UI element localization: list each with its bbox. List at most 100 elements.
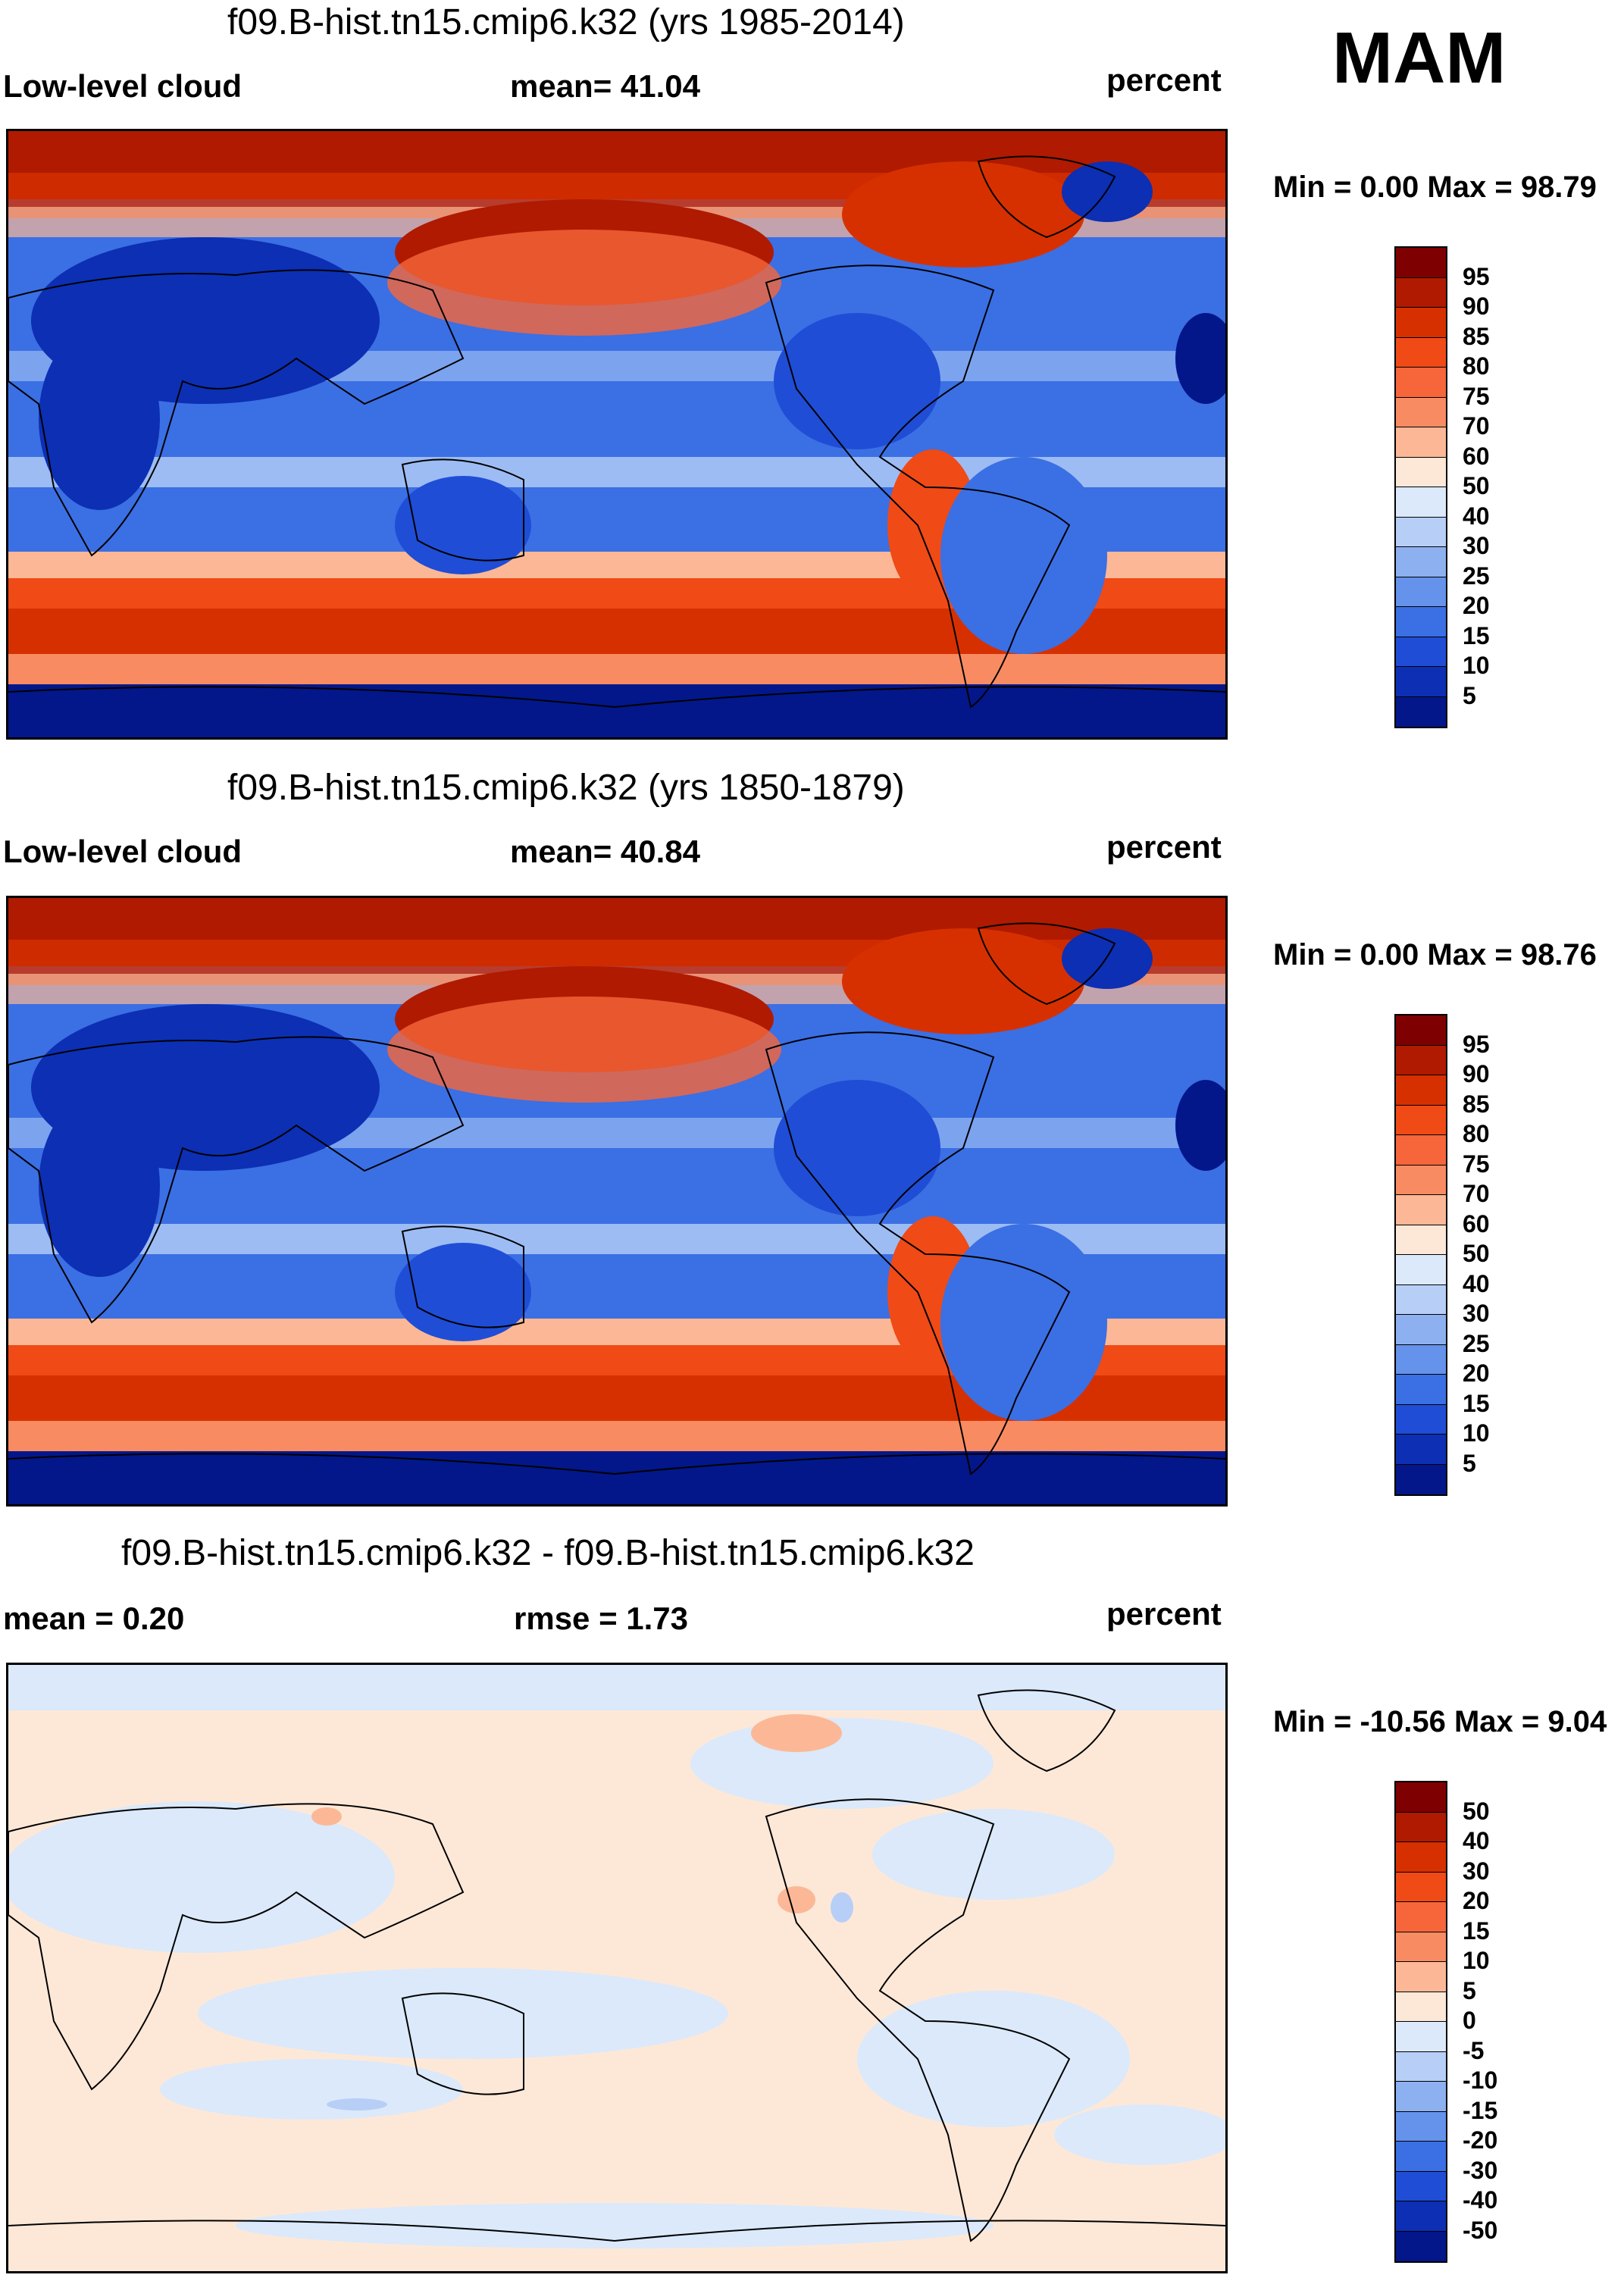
- colorbar-tick-label: 20: [1463, 1360, 1490, 1387]
- colorbar-swatch: [1396, 427, 1446, 458]
- colorbar-tick-label: -20: [1463, 2126, 1498, 2154]
- colorbar-tick-label: 30: [1463, 532, 1490, 559]
- panel-3-map: [6, 1663, 1228, 2273]
- colorbar-tick-label: 85: [1463, 1090, 1490, 1118]
- colorbar-tick-label: 30: [1463, 1857, 1490, 1885]
- colorbar-tick-label: -40: [1463, 2186, 1498, 2214]
- colorbar-tick-label: 20: [1463, 1887, 1490, 1914]
- colorbar-tick-label: 10: [1463, 1419, 1490, 1447]
- colorbar-swatch: [1396, 1932, 1446, 1962]
- colorbar-swatch: [1396, 1015, 1446, 1046]
- colorbar-tick-label: 50: [1463, 1797, 1490, 1825]
- colorbar-swatch: [1396, 577, 1446, 607]
- colorbar-swatch: [1396, 368, 1446, 398]
- colorbar-swatch: [1396, 696, 1446, 727]
- colorbar-tick-label: 30: [1463, 1300, 1490, 1327]
- colorbar-tick-label: 60: [1463, 1209, 1490, 1237]
- colorbar-swatch: [1396, 1315, 1446, 1345]
- colorbar-swatch: [1396, 1872, 1446, 1902]
- colorbar-tick-label: 80: [1463, 352, 1490, 380]
- panel-3-units: percent: [1106, 1596, 1222, 1632]
- colorbar-swatch: [1396, 2111, 1446, 2142]
- colorbar-swatch: [1396, 1812, 1446, 1842]
- colorbar-swatch: [1396, 1225, 1446, 1255]
- panel-2-units: percent: [1106, 829, 1222, 865]
- colorbar-tick-label: 95: [1463, 1030, 1490, 1058]
- panel-2-map: [6, 896, 1228, 1507]
- colorbar-swatch: [1396, 1902, 1446, 1932]
- colorbar-tick-label: -15: [1463, 2096, 1498, 2124]
- colorbar-swatch: [1396, 487, 1446, 518]
- panel-1-map: [6, 129, 1228, 740]
- colorbar-swatch: [1396, 1195, 1446, 1225]
- colorbar-swatch: [1396, 667, 1446, 697]
- panel-1-title: f09.B-hist.tn15.cmip6.k32 (yrs 1985-2014…: [227, 2, 905, 42]
- colorbar-swatch: [1396, 1105, 1446, 1135]
- colorbar-swatch: [1396, 1045, 1446, 1075]
- colorbar-swatch: [1396, 1464, 1446, 1494]
- colorbar-tick-label: 10: [1463, 1947, 1490, 1974]
- panel-2-title: f09.B-hist.tn15.cmip6.k32 (yrs 1850-1879…: [227, 768, 905, 808]
- panel-3-minmax: Min = -10.56 Max = 9.04: [1273, 1705, 1607, 1738]
- colorbar-swatch: [1396, 2171, 1446, 2201]
- panel-1-colorbar: [1394, 246, 1447, 728]
- colorbar-tick-label: 50: [1463, 1240, 1490, 1267]
- colorbar-tick-label: -5: [1463, 2036, 1485, 2064]
- colorbar-tick-label: 15: [1463, 1389, 1490, 1417]
- colorbar-swatch: [1396, 1992, 1446, 2022]
- panel-3-mean: mean = 0.20: [3, 1600, 185, 1636]
- colorbar-tick-label: 90: [1463, 1060, 1490, 1087]
- colorbar-tick-label: 80: [1463, 1120, 1490, 1147]
- colorbar-tick-label: 15: [1463, 621, 1490, 649]
- colorbar-swatch: [1396, 607, 1446, 637]
- colorbar-tick-label: 85: [1463, 322, 1490, 350]
- panel-1-units: percent: [1106, 62, 1222, 98]
- colorbar-tick-label: 5: [1463, 1976, 1476, 2004]
- colorbar-tick-label: 20: [1463, 592, 1490, 619]
- panel-1-left-label: Low-level cloud: [3, 68, 243, 104]
- colorbar-tick-label: 75: [1463, 382, 1490, 410]
- colorbar-tick-label: 15: [1463, 1916, 1490, 1945]
- colorbar-tick-label: 40: [1463, 1269, 1490, 1297]
- colorbar-tick-label: 70: [1463, 1180, 1490, 1207]
- colorbar-swatch: [1396, 2231, 1446, 2261]
- colorbar-swatch: [1396, 637, 1446, 667]
- panel-3-colorbar: [1394, 1781, 1447, 2263]
- colorbar-swatch: [1396, 2142, 1446, 2172]
- colorbar-swatch: [1396, 2051, 1446, 2082]
- colorbar-swatch: [1396, 1284, 1446, 1315]
- panel-3-title: f09.B-hist.tn15.cmip6.k32 - f09.B-hist.t…: [121, 1533, 975, 1573]
- colorbar-tick-label: 5: [1463, 681, 1476, 709]
- colorbar-swatch: [1396, 2082, 1446, 2112]
- colorbar-tick-label: 75: [1463, 1150, 1490, 1178]
- colorbar-tick-label: 5: [1463, 1449, 1476, 1477]
- panel-1-mean: mean= 41.04: [510, 68, 701, 104]
- colorbar-tick-label: -30: [1463, 2156, 1498, 2184]
- colorbar-swatch: [1396, 547, 1446, 577]
- colorbar-swatch: [1396, 1962, 1446, 1992]
- colorbar-swatch: [1396, 2201, 1446, 2232]
- colorbar-swatch: [1396, 517, 1446, 547]
- colorbar-swatch: [1396, 1135, 1446, 1166]
- colorbar-swatch: [1396, 1165, 1446, 1195]
- colorbar-tick-label: 40: [1463, 502, 1490, 530]
- colorbar-tick-label: 50: [1463, 472, 1490, 499]
- colorbar-swatch: [1396, 1255, 1446, 1285]
- colorbar-swatch: [1396, 248, 1446, 278]
- colorbar-swatch: [1396, 397, 1446, 427]
- colorbar-tick-label: 90: [1463, 293, 1490, 320]
- colorbar-tick-label: 60: [1463, 442, 1490, 470]
- panel-3-rmse: rmse = 1.73: [514, 1600, 689, 1636]
- colorbar-tick-label: 0: [1463, 2007, 1476, 2034]
- colorbar-tick-label: 10: [1463, 652, 1490, 679]
- colorbar-swatch: [1396, 1782, 1446, 1813]
- colorbar-swatch: [1396, 1435, 1446, 1465]
- colorbar-swatch: [1396, 1842, 1446, 1873]
- colorbar-swatch: [1396, 1344, 1446, 1375]
- season-label: MAM: [1332, 17, 1507, 99]
- panel-2-minmax: Min = 0.00 Max = 98.76: [1273, 938, 1597, 972]
- panel-2-mean: mean= 40.84: [510, 834, 701, 869]
- colorbar-swatch: [1396, 1375, 1446, 1405]
- colorbar-tick-label: 40: [1463, 1827, 1490, 1854]
- panel-2-colorbar: [1394, 1014, 1447, 1496]
